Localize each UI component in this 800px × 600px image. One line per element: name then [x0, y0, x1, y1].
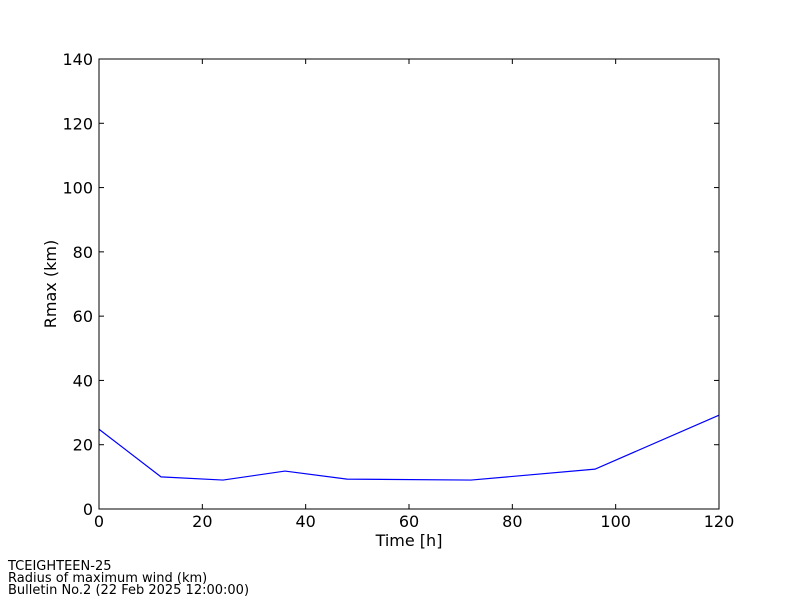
y-tick-label: 100 — [62, 179, 93, 198]
x-tick-label: 40 — [295, 512, 315, 531]
x-tick-label: 120 — [704, 512, 735, 531]
y-tick-label: 140 — [62, 50, 93, 69]
y-tick-label: 120 — [62, 114, 93, 133]
x-axis-label: Time [h] — [375, 531, 443, 550]
x-tick-label: 0 — [94, 512, 104, 531]
x-tick-label: 20 — [192, 512, 212, 531]
y-tick-label: 40 — [73, 371, 93, 390]
x-tick-label: 60 — [399, 512, 419, 531]
x-tick-label: 100 — [600, 512, 631, 531]
footer-note: Bulletin No.2 (22 Feb 2025 12:00:00) — [8, 583, 249, 598]
footer-note: Radius of maximum wind (km) — [8, 571, 207, 586]
plot-frame — [98, 58, 720, 510]
data-line — [98, 414, 720, 481]
y-tick-label: 80 — [73, 243, 93, 262]
y-tick-label: 60 — [73, 307, 93, 326]
y-tick-label: 20 — [73, 436, 93, 455]
footer-note: TCEIGHTEEN-25 — [7, 559, 111, 574]
y-axis-label: Rmax (km) — [41, 240, 60, 328]
x-tick-label: 80 — [502, 512, 522, 531]
y-tick-label: 0 — [83, 500, 93, 519]
